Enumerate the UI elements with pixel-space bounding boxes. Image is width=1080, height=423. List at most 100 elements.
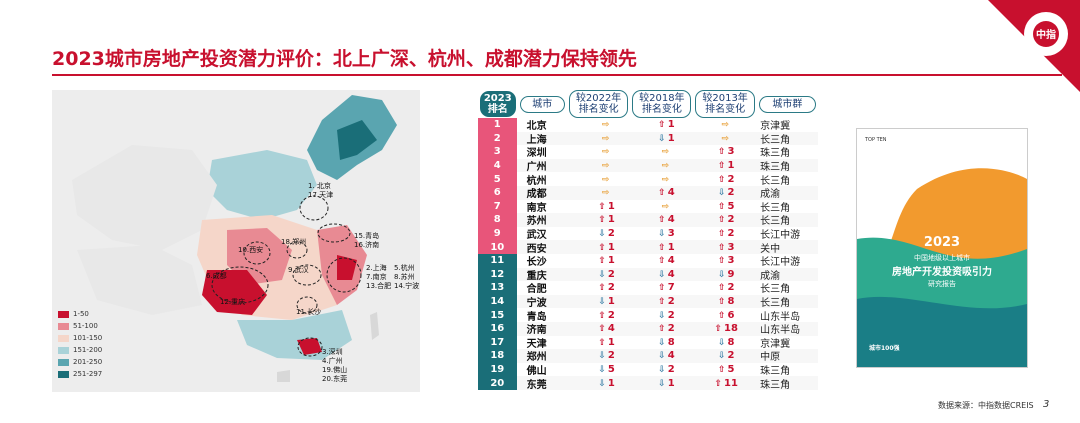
map-region-south: [237, 310, 352, 360]
header-change-2022: 较2022年 排名变化: [568, 90, 629, 118]
arrow-same-icon: ⇨: [721, 120, 729, 131]
map-label-prd: 3.深圳 4.广州 19.佛山 20.东莞: [322, 348, 348, 383]
arrow-down-icon: ⇩: [598, 378, 606, 389]
city-group-cell: 山东半岛: [760, 325, 801, 337]
arrow-up-icon: ⇧: [717, 310, 726, 321]
arrow-same-icon: ⇨: [601, 161, 610, 172]
city-group-cell: 珠三角: [760, 379, 791, 391]
map-region-taiwan: [370, 312, 379, 340]
city-cell: 杭州: [526, 175, 547, 187]
change-2022-cell: ⇧ 1: [577, 214, 637, 225]
arrow-down-icon: ⇩: [717, 188, 726, 199]
city-cell: 重庆: [526, 270, 547, 282]
arrow-same-icon: ⇨: [661, 161, 670, 172]
change-2018-cell: ⇧ 7: [637, 282, 697, 293]
arrow-same-icon: ⇨: [601, 133, 610, 144]
arrow-down-icon: ⇩: [598, 351, 606, 362]
change-2022-cell: ⇧ 1: [577, 337, 637, 348]
legend-item: 151-200: [58, 344, 102, 356]
city-cell: 苏州: [526, 216, 547, 228]
arrow-up-icon: ⇧: [658, 324, 666, 335]
change-2022-cell: ⇩ 2: [577, 269, 637, 280]
change-value: 1: [667, 119, 675, 131]
map-label-xian: 10.西安: [238, 246, 264, 254]
arrow-down-icon: ⇩: [658, 269, 666, 280]
city-cell: 济南: [526, 325, 547, 337]
arrow-up-icon: ⇧: [717, 283, 726, 294]
arrow-up-icon: ⇧: [658, 283, 666, 294]
arrow-up-icon: ⇧: [717, 174, 726, 185]
rank-cell: 20: [478, 376, 517, 390]
city-cell: 上海: [526, 134, 547, 146]
change-value: 2: [727, 228, 735, 240]
change-2022-cell: ⇧ 2: [577, 310, 637, 321]
change-2013-cell: ⇧ 11: [696, 378, 756, 389]
change-value: 5: [727, 200, 735, 212]
table-row: 6 成都 ⇨ ⇧ 4 ⇩ 2 成渝: [478, 185, 818, 200]
arrow-down-icon: ⇩: [598, 364, 606, 375]
change-value: 2: [727, 282, 735, 294]
arrow-same-icon: ⇨: [601, 188, 610, 199]
legend-label: 151-200: [73, 346, 103, 354]
change-value: 2: [727, 350, 735, 362]
change-value: 1: [667, 377, 675, 389]
city-cell: 武汉: [526, 230, 547, 242]
table-row: 4 广州 ⇨ ⇨ ⇧ 1 珠三角: [478, 158, 818, 174]
change-2022-cell: ⇩ 2: [577, 350, 637, 361]
arrow-up-icon: ⇧: [717, 161, 726, 172]
map-region-northwest: [72, 145, 217, 250]
change-value: 4: [667, 268, 675, 280]
arrow-down-icon: ⇩: [658, 378, 666, 389]
change-2022-cell: ⇨: [577, 119, 637, 130]
city-group-cell: 成渝: [760, 270, 781, 282]
change-value: 1: [607, 296, 615, 308]
rank-cell: 15: [478, 308, 517, 322]
city-group-cell: 关中: [760, 243, 781, 255]
map-label-hangzhou: 5.杭州 8.苏州 14.宁波: [394, 264, 420, 290]
change-2022-cell: ⇧ 1: [577, 201, 637, 212]
change-2013-cell: ⇧ 3: [696, 255, 756, 266]
city-cell: 合肥: [526, 284, 547, 296]
table-row: 15 青岛 ⇧ 2 ⇩ 2 ⇧ 6 山东半岛: [478, 308, 818, 323]
arrow-down-icon: ⇩: [658, 229, 666, 240]
change-2022-cell: ⇧ 1: [577, 242, 637, 253]
rank-cell: 5: [478, 172, 517, 186]
change-2018-cell: ⇨: [637, 174, 697, 185]
city-cell: 南京: [526, 202, 547, 214]
rank-cell: 4: [478, 158, 517, 173]
city-cell: 广州: [526, 162, 547, 174]
table-row: 13 合肥 ⇧ 2 ⇧ 7 ⇧ 2 长三角: [478, 281, 818, 295]
table-row: 7 南京 ⇧ 1 ⇨ ⇧ 5 长三角: [478, 199, 818, 214]
arrow-up-icon: ⇧: [598, 201, 606, 212]
logo-text: 中指: [1036, 28, 1056, 41]
cluster-changsha: [296, 296, 318, 314]
arrow-up-icon: ⇧: [658, 215, 666, 226]
city-group-cell: 长三角: [760, 175, 791, 187]
arrow-up-icon: ⇧: [658, 188, 666, 199]
legend-label: 1-50: [73, 310, 89, 318]
cluster-shandong: [317, 223, 351, 243]
arrow-up-icon: ⇧: [658, 256, 666, 267]
arrow-down-icon: ⇩: [658, 364, 666, 375]
title-divider: [52, 74, 1062, 76]
city-cell: 天津: [526, 338, 547, 350]
city-group-cell: 长江中游: [760, 230, 801, 242]
arrow-up-icon: ⇧: [658, 297, 666, 308]
arrow-up-icon: ⇧: [658, 120, 666, 131]
city-cell: 佛山: [526, 365, 547, 377]
change-value: 1: [667, 132, 675, 144]
change-value: 3: [727, 255, 735, 267]
arrow-down-icon: ⇩: [658, 133, 666, 144]
arrow-up-icon: ⇧: [714, 324, 723, 335]
arrow-up-icon: ⇧: [598, 242, 606, 253]
legend-label: 101-150: [73, 334, 103, 342]
change-value: 3: [727, 146, 735, 158]
change-2013-cell: ⇧ 2: [696, 214, 756, 225]
arrow-up-icon: ⇧: [717, 256, 726, 267]
cluster-xian: [243, 241, 271, 265]
city-group-cell: 京津冀: [760, 121, 791, 133]
ranking-table: 2023 排名 城市 较2022年 排名变化 较2018年 排名变化 较2013年 排名…: [478, 90, 818, 391]
change-value: 4: [667, 350, 675, 362]
arrow-up-icon: ⇧: [598, 324, 606, 335]
table-row: 1 北京 ⇨ ⇧ 1 ⇨ 京津冀: [478, 118, 818, 132]
